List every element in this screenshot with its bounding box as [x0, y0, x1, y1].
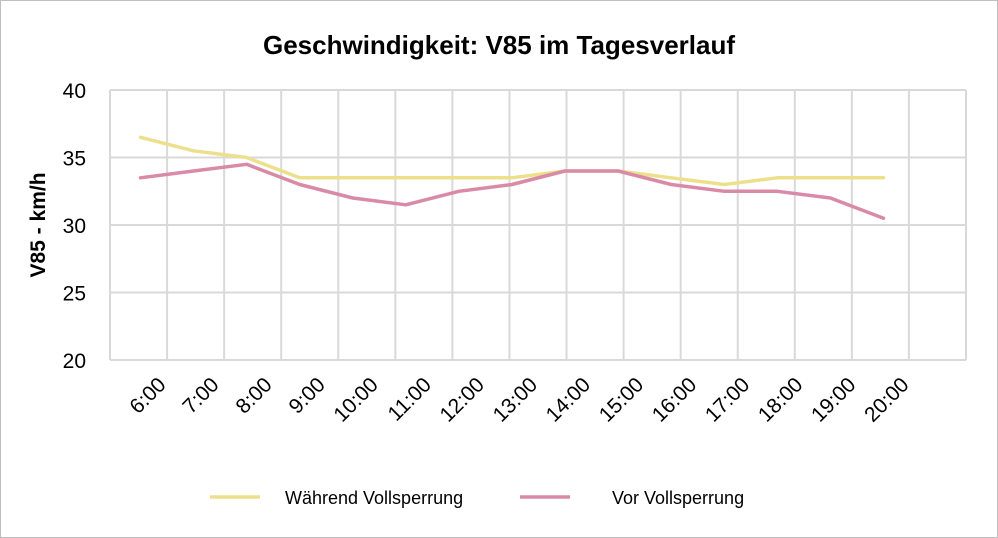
y-tick-label: 30 [63, 215, 86, 238]
x-tick-label: 19:00 [807, 373, 860, 426]
y-tick-label: 35 [63, 148, 86, 171]
x-tick-label: 9:00 [285, 373, 330, 418]
y-tick-labels: 20 25 30 35 40 [63, 80, 86, 373]
x-tick-label: 10:00 [329, 373, 382, 426]
series-lines [138, 135, 886, 221]
x-tick-label: 14:00 [542, 373, 595, 426]
chart-title: Geschwindigkeit: V85 im Tagesverlauf [262, 30, 735, 60]
x-tick-label: 6:00 [125, 373, 170, 418]
gridlines [109, 89, 967, 361]
x-tick-label: 8:00 [232, 373, 277, 418]
x-tick-label: 13:00 [489, 373, 542, 426]
x-tick-label: 7:00 [178, 373, 223, 418]
y-tick-label: 40 [63, 80, 86, 103]
legend-label-2: Vor Vollsperrung [612, 488, 744, 508]
x-tick-label: 15:00 [595, 373, 648, 426]
x-tick-label: 18:00 [754, 373, 807, 426]
series-line-2 [138, 162, 886, 221]
x-tick-label: 12:00 [436, 373, 489, 426]
x-tick-labels: 6:00 7:00 8:00 9:00 10:00 11:00 12:00 13:00 14:0… [125, 373, 913, 426]
x-tick-label: 16:00 [648, 373, 701, 426]
x-tick-label: 20:00 [860, 373, 913, 426]
legend-label-1: Während Vollsperrung [285, 488, 463, 508]
series-line-1 [138, 135, 886, 187]
y-tick-label: 20 [63, 350, 86, 373]
legend: Während Vollsperrung Vor Vollsperrung [210, 488, 744, 508]
y-tick-label: 25 [63, 283, 86, 306]
y-axis-label: V85 - km/h [27, 172, 50, 277]
x-tick-label: 17:00 [701, 373, 754, 426]
x-tick-label: 11:00 [384, 373, 436, 425]
